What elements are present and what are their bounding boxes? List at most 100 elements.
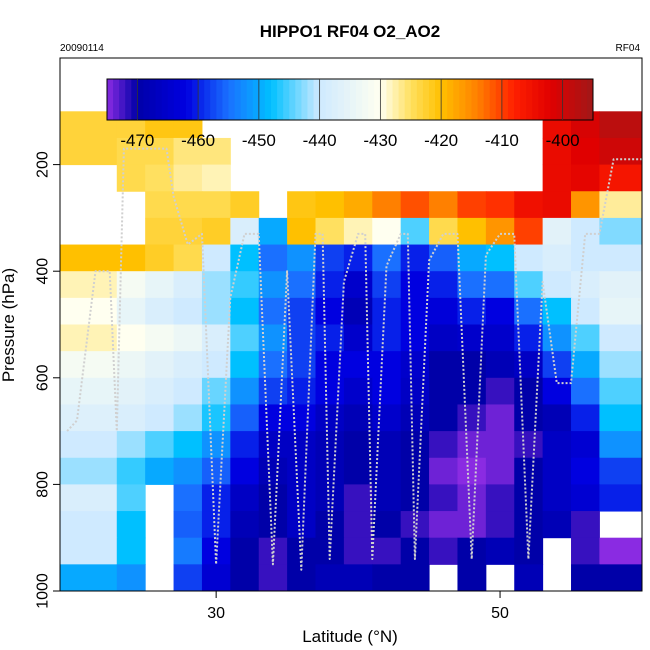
colorbar-segment bbox=[489, 79, 497, 120]
colorbar-segment bbox=[568, 79, 576, 120]
heatmap-cell bbox=[258, 457, 288, 485]
heatmap-cell bbox=[116, 404, 146, 432]
colorbar-tick-label: -410 bbox=[485, 131, 519, 150]
heatmap-cell bbox=[343, 217, 373, 246]
heatmap-cell bbox=[145, 431, 175, 459]
heatmap-cell bbox=[514, 244, 544, 272]
heatmap-cell bbox=[343, 191, 373, 219]
heatmap-cell bbox=[258, 564, 288, 592]
colorbar-ticks: -470 -460 -450 -440 -430 -420 -410 -400 bbox=[120, 79, 580, 150]
heatmap-cell bbox=[457, 271, 487, 299]
heatmap-cell bbox=[201, 191, 231, 219]
heatmap-cell bbox=[599, 244, 643, 272]
heatmap-cell bbox=[372, 217, 402, 246]
heatmap-cell bbox=[599, 431, 643, 459]
heatmap-cell bbox=[599, 164, 643, 192]
heatmap-cell bbox=[230, 297, 260, 325]
heatmap-cell bbox=[542, 351, 572, 379]
heatmap-cell bbox=[258, 217, 288, 246]
heatmap-cell bbox=[315, 511, 345, 539]
colorbar-segment bbox=[173, 79, 181, 120]
heatmap-cell bbox=[571, 351, 600, 379]
colorbar-segment bbox=[325, 79, 333, 120]
colorbar-segment bbox=[532, 79, 539, 120]
colorbar-segment bbox=[562, 79, 570, 120]
heatmap-cell bbox=[173, 564, 203, 592]
heatmap-cell bbox=[173, 457, 203, 485]
heatmap-cell bbox=[485, 351, 515, 379]
colorbar-segment bbox=[301, 79, 308, 120]
heatmap-cell bbox=[145, 297, 175, 325]
colorbar-segment bbox=[501, 79, 509, 120]
colorbar-segment bbox=[477, 79, 485, 120]
colorbar-tick-label: -440 bbox=[303, 131, 337, 150]
heatmap-cell bbox=[343, 564, 373, 592]
heatmap-cell bbox=[372, 191, 402, 219]
heatmap-cell bbox=[258, 244, 288, 272]
colorbar-segment bbox=[185, 79, 193, 120]
heatmap-cell bbox=[315, 564, 345, 592]
heatmap-cell bbox=[599, 324, 643, 352]
colorbar-segment bbox=[392, 79, 400, 120]
heatmap-cell bbox=[457, 511, 487, 539]
heatmap-cell bbox=[457, 351, 487, 379]
heatmap-cell bbox=[287, 191, 317, 219]
colorbar-segment bbox=[404, 79, 412, 120]
heatmap-cell bbox=[315, 377, 345, 405]
heatmap-cell bbox=[514, 271, 544, 299]
heatmap-cell bbox=[60, 457, 118, 485]
colorbar-segment bbox=[495, 79, 503, 120]
colorbar-segment bbox=[465, 79, 472, 120]
heatmap-cell bbox=[514, 297, 544, 325]
heatmap-cell bbox=[429, 404, 458, 432]
heatmap-cell bbox=[485, 511, 515, 539]
colorbar-segment bbox=[149, 79, 157, 120]
heatmap-cell bbox=[60, 271, 118, 299]
heatmap-cell bbox=[400, 191, 430, 219]
heatmap-cell bbox=[457, 244, 487, 272]
heatmap-cell bbox=[372, 431, 402, 459]
heatmap-cell bbox=[400, 484, 430, 512]
heatmap-cell bbox=[258, 431, 288, 459]
heatmap-cell bbox=[571, 431, 600, 459]
heatmap-cell bbox=[258, 377, 288, 405]
heatmap-cell bbox=[372, 297, 402, 325]
heatmap-cell bbox=[457, 564, 487, 592]
colorbar-segment bbox=[398, 79, 406, 120]
heatmap-cell bbox=[400, 404, 430, 432]
heatmap-cell bbox=[400, 217, 430, 246]
heatmap-cell bbox=[230, 351, 260, 379]
heatmap-cell bbox=[485, 404, 515, 432]
heatmap-cell bbox=[571, 191, 600, 219]
heatmap-cell bbox=[343, 271, 373, 299]
heatmap-cell bbox=[400, 431, 430, 459]
colorbar-segment bbox=[264, 79, 272, 120]
heatmap-cell bbox=[514, 564, 544, 592]
heatmap-cell bbox=[542, 324, 572, 352]
colorbar-segment bbox=[295, 79, 302, 120]
colorbar-segment bbox=[507, 79, 515, 120]
heatmap-cell bbox=[372, 484, 402, 512]
colorbar-segment bbox=[289, 79, 296, 120]
heatmap-cell bbox=[60, 244, 118, 272]
colorbar-segment bbox=[422, 79, 430, 120]
heatmap-cell bbox=[429, 191, 458, 219]
heatmap-cell bbox=[60, 351, 118, 379]
heatmap-cell bbox=[201, 217, 231, 246]
colorbar-segment bbox=[331, 79, 339, 120]
colorbar-segment bbox=[550, 79, 558, 120]
heatmap-cell bbox=[429, 431, 458, 459]
heatmap-cell bbox=[315, 431, 345, 459]
colorbar-segment bbox=[453, 79, 460, 120]
heatmap-cell bbox=[400, 271, 430, 299]
colorbar-segment bbox=[161, 79, 169, 120]
heatmap-cell bbox=[60, 484, 118, 512]
heatmap-cell bbox=[457, 297, 487, 325]
colorbar-segment bbox=[222, 79, 229, 120]
heatmap-cell bbox=[542, 137, 572, 166]
heatmap-cell bbox=[60, 511, 118, 539]
y-tick-label: 400 bbox=[35, 258, 52, 285]
heatmap-cell bbox=[287, 511, 317, 539]
heatmap-cell bbox=[230, 217, 260, 246]
heatmap-cell bbox=[116, 324, 146, 352]
